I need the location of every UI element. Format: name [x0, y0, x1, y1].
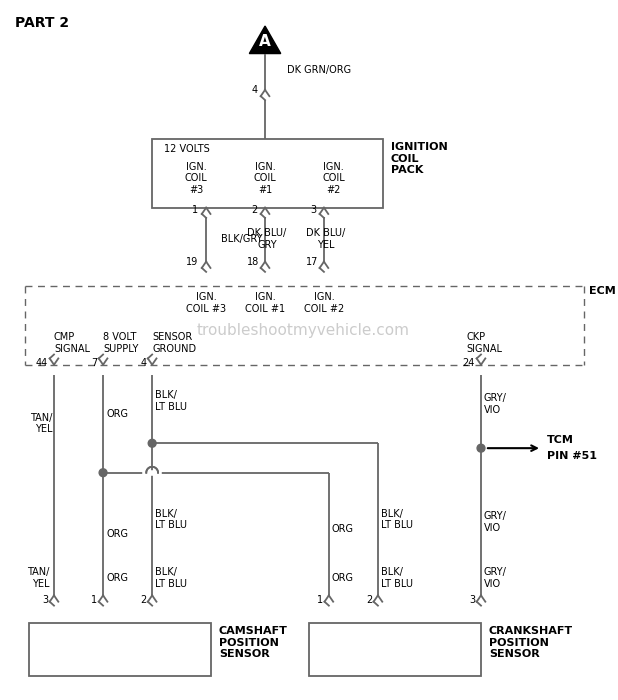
- Text: A: A: [259, 34, 271, 49]
- Bar: [30, 623, 211, 676]
- Text: 24: 24: [463, 358, 475, 368]
- Text: IGN.
COIL #1: IGN. COIL #1: [245, 292, 285, 314]
- Text: GRY/
VIO: GRY/ VIO: [484, 567, 507, 589]
- Text: PACK: PACK: [391, 165, 423, 176]
- Text: IGN.
COIL
#3: IGN. COIL #3: [185, 162, 208, 195]
- Text: CAMSHAFT: CAMSHAFT: [219, 626, 288, 636]
- Text: IGN.
COIL #2: IGN. COIL #2: [304, 292, 344, 314]
- Text: PIN #51: PIN #51: [547, 451, 597, 461]
- Text: 1: 1: [91, 596, 97, 605]
- Text: troubleshootmyvehicle.com: troubleshootmyvehicle.com: [197, 323, 410, 338]
- Circle shape: [99, 469, 107, 477]
- Text: 4: 4: [252, 85, 258, 95]
- Circle shape: [148, 440, 156, 447]
- Text: IGN.
COIL #3: IGN. COIL #3: [186, 292, 226, 314]
- Text: 3: 3: [42, 596, 48, 605]
- Text: ORG: ORG: [106, 529, 128, 539]
- Text: ORG: ORG: [106, 573, 128, 582]
- Text: GRY/
VIO: GRY/ VIO: [484, 393, 507, 415]
- Polygon shape: [249, 26, 281, 53]
- Text: 7: 7: [91, 358, 97, 368]
- Text: 3: 3: [469, 596, 475, 605]
- Text: ORG: ORG: [332, 573, 353, 582]
- Text: IGNITION: IGNITION: [391, 142, 447, 152]
- Text: TCM: TCM: [547, 435, 574, 445]
- Text: 8 VOLT
SUPPLY: 8 VOLT SUPPLY: [103, 332, 138, 354]
- Text: GRY/
VIO: GRY/ VIO: [484, 511, 507, 533]
- Text: DK BLU/
GRY: DK BLU/ GRY: [247, 228, 287, 250]
- Text: BLK/
LT BLU: BLK/ LT BLU: [381, 567, 413, 589]
- Text: SENSOR
GROUND: SENSOR GROUND: [152, 332, 197, 354]
- Text: CRANKSHAFT: CRANKSHAFT: [489, 626, 573, 636]
- Text: IGN.
COIL
#2: IGN. COIL #2: [323, 162, 345, 195]
- Bar: [152, 139, 383, 208]
- Text: 2: 2: [140, 596, 146, 605]
- Text: POSITION: POSITION: [489, 638, 549, 648]
- Text: ORG: ORG: [106, 409, 128, 419]
- Text: DK BLU/
YEL: DK BLU/ YEL: [307, 228, 345, 250]
- Text: IGN.
COIL
#1: IGN. COIL #1: [253, 162, 276, 195]
- Text: BLK/
LT BLU: BLK/ LT BLU: [155, 508, 187, 530]
- Text: 3: 3: [310, 204, 316, 215]
- Text: ORG: ORG: [332, 524, 353, 534]
- Text: BLK/
LT BLU: BLK/ LT BLU: [155, 567, 187, 589]
- Text: ECM: ECM: [589, 286, 616, 296]
- Text: 44: 44: [36, 358, 48, 368]
- Text: SENSOR: SENSOR: [489, 650, 540, 659]
- Text: BLK/GRY: BLK/GRY: [221, 234, 263, 244]
- Text: PART 2: PART 2: [15, 16, 69, 30]
- Text: 4: 4: [140, 358, 146, 368]
- Text: DK GRN/ORG: DK GRN/ORG: [287, 65, 351, 75]
- Text: 12 VOLTS: 12 VOLTS: [164, 144, 210, 154]
- Text: 17: 17: [306, 257, 318, 267]
- Text: 19: 19: [186, 257, 198, 267]
- Text: CKP
SIGNAL: CKP SIGNAL: [466, 332, 502, 354]
- Text: TAN/
YEL: TAN/ YEL: [27, 567, 49, 589]
- Text: 1: 1: [192, 204, 198, 215]
- Circle shape: [477, 444, 485, 452]
- Text: CMP
SIGNAL: CMP SIGNAL: [54, 332, 90, 354]
- Text: COIL: COIL: [391, 153, 419, 164]
- Text: 2: 2: [366, 596, 372, 605]
- Text: 18: 18: [247, 257, 259, 267]
- Bar: [309, 623, 481, 676]
- Text: SENSOR: SENSOR: [219, 650, 269, 659]
- Text: TAN/
YEL: TAN/ YEL: [30, 413, 52, 435]
- Text: 1: 1: [317, 596, 323, 605]
- Text: 2: 2: [251, 204, 257, 215]
- Text: BLK/
LT BLU: BLK/ LT BLU: [381, 508, 413, 530]
- Text: POSITION: POSITION: [219, 638, 279, 648]
- Text: BLK/
LT BLU: BLK/ LT BLU: [155, 390, 187, 412]
